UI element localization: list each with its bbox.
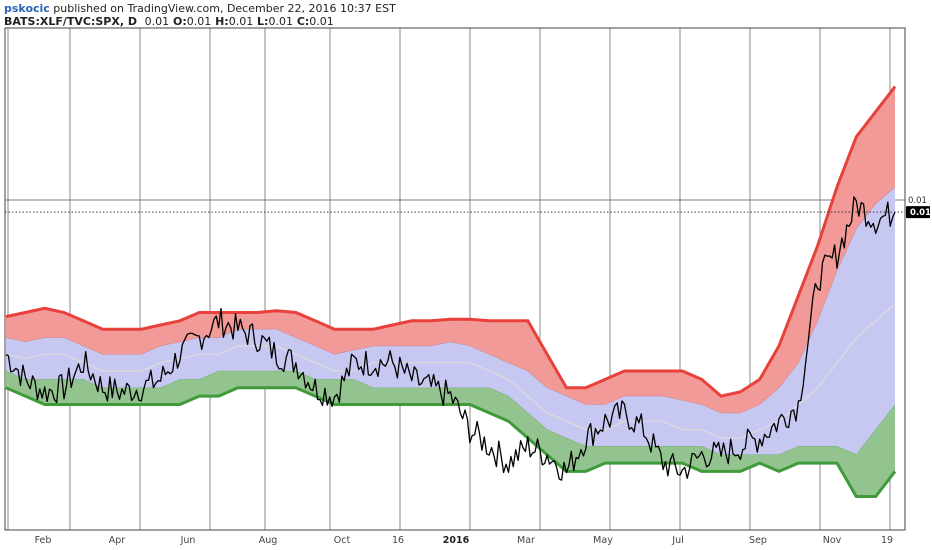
middle-band-fill	[6, 187, 895, 455]
lower-band-fill	[6, 371, 895, 497]
high-label: H:	[215, 15, 229, 28]
lower-band-line	[5, 386, 897, 498]
x-axis-ticks: Feb Apr Jun Aug Oct 16 2016 Mar May Jul Sep Nov 19	[35, 535, 893, 546]
symbol-label: BATS:XLF/TVC:SPX, D	[4, 15, 137, 28]
close-value: 0.01	[309, 15, 334, 28]
publish-line: pskocic published on TradingView.com, De…	[4, 2, 904, 15]
x-tick-label-11: Nov	[823, 535, 842, 546]
low-value: 0.01	[268, 15, 293, 28]
x-tick-label-12: 19	[881, 535, 893, 546]
close-label: C:	[296, 15, 310, 28]
lower-inner-line	[5, 370, 896, 456]
x-tick-label-10: Sep	[749, 535, 767, 546]
series-lines	[5, 85, 905, 498]
x-tick-label-0: Feb	[35, 535, 52, 546]
x-tick-label-4: Oct	[334, 535, 351, 546]
upper-inner-line	[5, 186, 896, 414]
band-fills	[6, 86, 895, 497]
last-value: 0.01	[144, 15, 170, 28]
price-line	[5, 196, 896, 481]
price-axis: 0.01 0.01	[906, 196, 931, 219]
price-axis-label: 0.01	[908, 196, 927, 206]
author-link[interactable]: pskocic	[4, 2, 50, 15]
low-label: L:	[257, 15, 269, 28]
x-tick-label-9: Jul	[671, 535, 683, 546]
x-tick-label-2: Jun	[180, 535, 196, 546]
x-tick-label-6: 2016	[443, 535, 470, 546]
ohlc-line: BATS:XLF/TVC:SPX, D 0.01 O:0.01 H:0.01 L…	[4, 15, 904, 28]
chart-header: pskocic published on TradingView.com, De…	[4, 2, 904, 28]
x-tick-label-8: May	[593, 535, 613, 546]
open-label: O:	[173, 15, 187, 28]
current-price-badge-text: 0.01	[910, 208, 931, 218]
published-text: published on TradingView.com, December 2…	[49, 2, 396, 15]
x-tick-label-7: Mar	[517, 535, 535, 546]
upper-band-fill	[6, 86, 895, 413]
x-tick-label-3: Aug	[259, 535, 278, 546]
high-value: 0.01	[228, 15, 254, 28]
upper-band-line	[5, 85, 897, 398]
current-price-badge	[906, 206, 930, 219]
x-tick-label-5: 16	[392, 535, 404, 546]
open-value: 0.01	[186, 15, 212, 28]
x-tick-label-1: Apr	[109, 535, 126, 546]
